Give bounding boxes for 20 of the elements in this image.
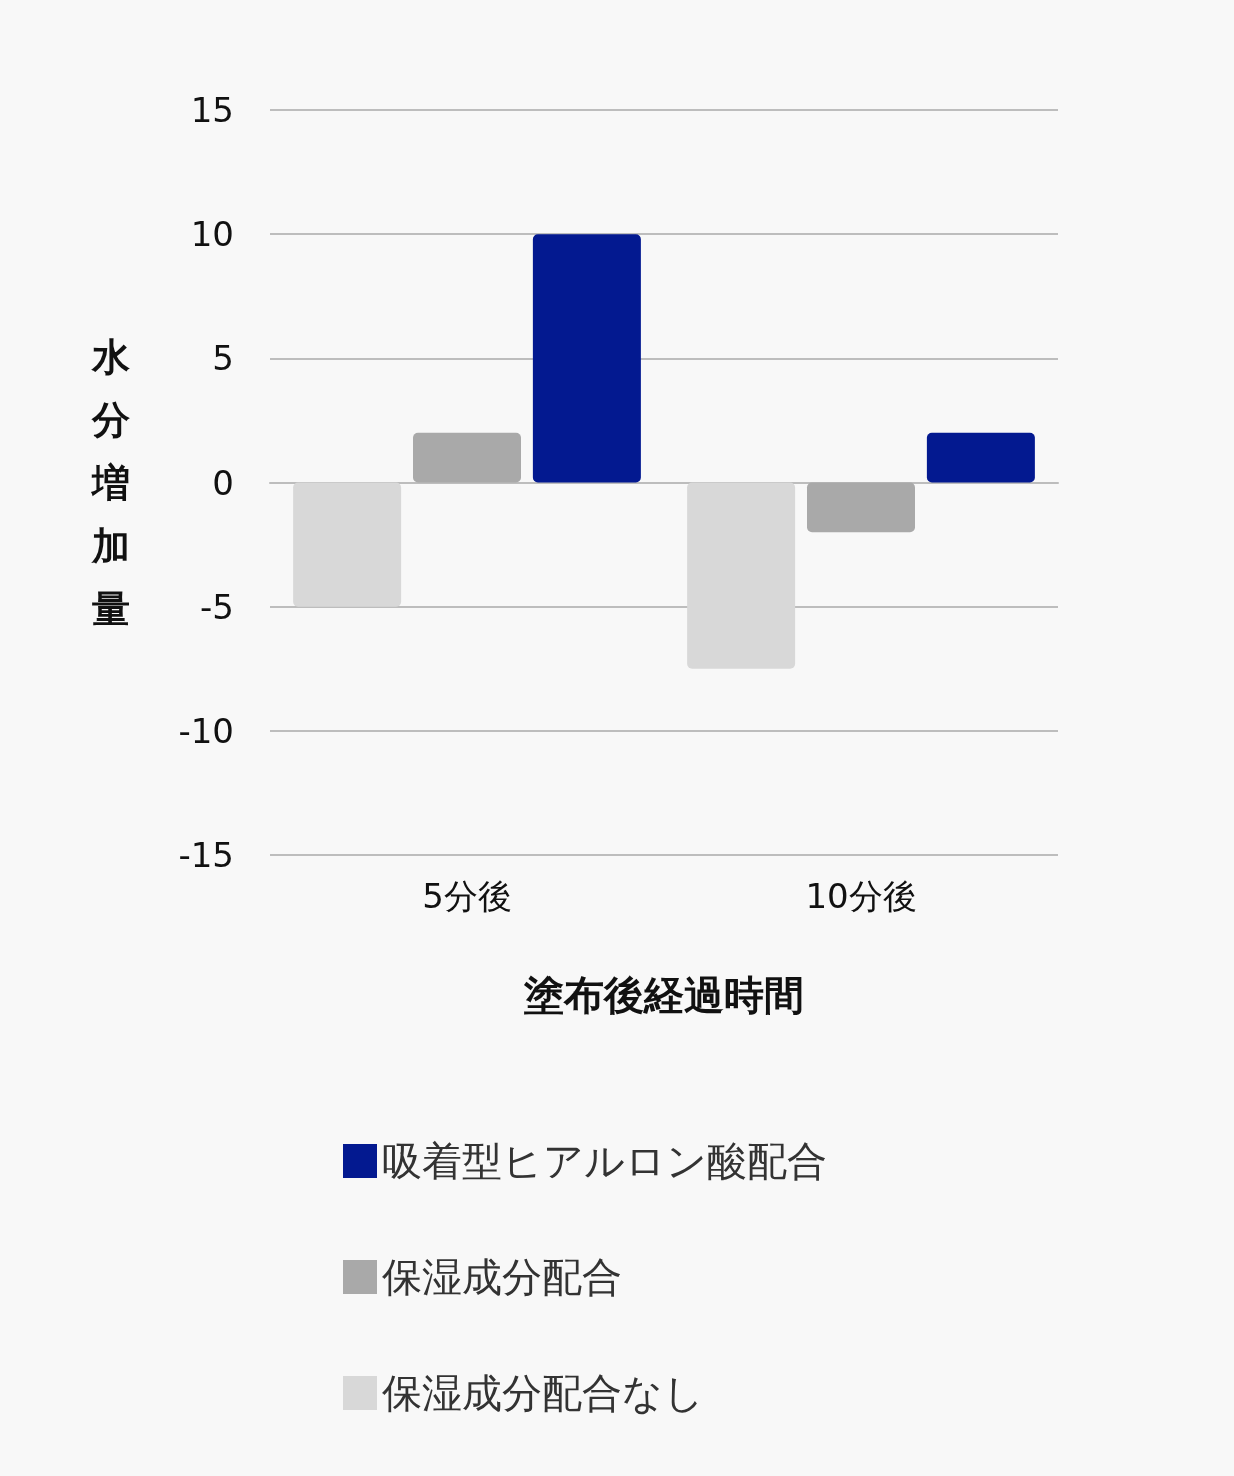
- x-axis-title: 塗布後経過時間: [523, 972, 804, 1018]
- bar: [293, 482, 402, 607]
- x-tick-label: 5分後: [422, 876, 512, 916]
- y-tick-label: -15: [178, 835, 234, 875]
- x-tick-label: 10分後: [805, 876, 917, 916]
- y-tick-label: -10: [178, 710, 234, 751]
- bar: [687, 482, 796, 669]
- legend-label: 保湿成分配合なし: [382, 1370, 704, 1416]
- y-tick-label: 15: [190, 90, 234, 130]
- bar: [926, 432, 1035, 483]
- bar: [532, 234, 641, 483]
- y-axis-title: 水分増加量: [90, 334, 130, 631]
- y-tick-label: -5: [200, 586, 234, 627]
- legend-label: 保湿成分配合: [382, 1254, 622, 1300]
- bar: [413, 432, 521, 483]
- legend-label: 吸着型ヒアルロン酸配合: [382, 1138, 827, 1184]
- y-tick-label: 5: [212, 338, 234, 379]
- y-tick-label: 10: [190, 214, 234, 255]
- bar: [807, 482, 915, 533]
- y-tick-label: 0: [212, 462, 234, 503]
